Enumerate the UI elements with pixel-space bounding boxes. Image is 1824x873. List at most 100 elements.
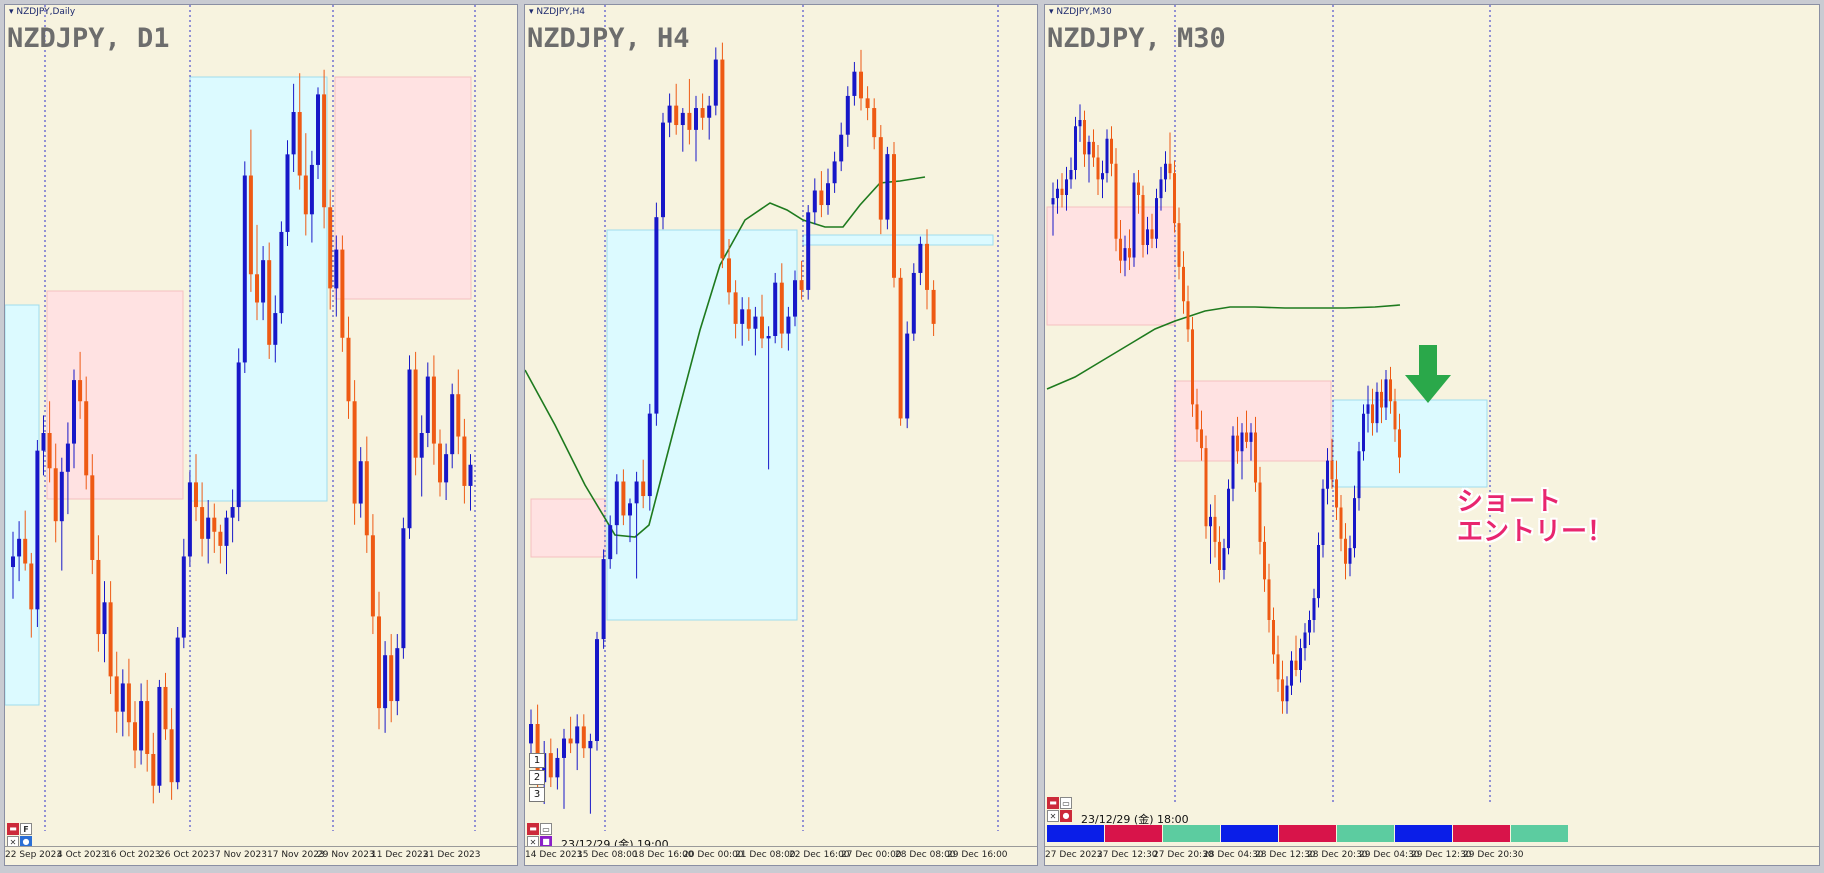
candle-body [845,95,850,135]
candle-body [346,337,351,402]
candle-body [806,212,811,290]
candle-body [1312,598,1316,620]
strip-segment [1511,825,1568,842]
f-icon[interactable]: F [20,823,32,835]
candle-body [316,94,320,165]
candle-body [47,433,52,469]
demand-zone [802,234,994,246]
candle-body [462,436,467,486]
chart-panel-d1[interactable]: ▾ NZDJPY,Daily NZDJPY, D1 ▬ F ✕ ● 22 Sep… [4,4,518,866]
datetime-label: 23/12/29 (金) 18:00 [1081,813,1189,826]
candle-body [826,183,830,206]
candle-body [601,559,606,640]
candle-body [819,190,824,206]
demand-zone [606,229,798,621]
minimize-icon[interactable]: ▬ [527,823,539,835]
candle-body [65,443,70,472]
candle-body [175,637,180,783]
candle-body [126,683,131,723]
candle-body [700,108,705,118]
candle-body [687,112,692,130]
restore-icon[interactable]: ▭ [1060,797,1072,809]
candle-body [925,243,929,290]
close-icon[interactable]: ✕ [7,836,19,848]
strip-segment [1105,825,1162,842]
candle-body [370,535,375,617]
restore-icon[interactable]: ▭ [540,823,552,835]
candle-body [1272,620,1275,655]
candle-body [1078,120,1082,127]
button-1[interactable]: 1 [529,753,545,768]
candle-body [628,503,632,516]
candle-body [568,738,573,744]
candle-body [1294,660,1298,670]
x-tick-label: 21 Dec 08:00 [735,850,796,860]
x-tick-label: 27 Dec 2023 [1045,850,1103,860]
candle-body [248,175,253,275]
candle-body [1101,173,1104,180]
candle-body [1114,163,1118,239]
candle-body [1132,182,1136,258]
candle-body [720,59,725,259]
candle-body [1096,157,1100,180]
candle-body [230,507,235,518]
callout-line-2: エントリー！ [1457,517,1614,547]
settings-icon[interactable]: ● [20,836,32,848]
button-3[interactable]: 3 [529,787,545,802]
candle-body [1389,379,1392,402]
candle-body [17,538,22,557]
candle-body [812,190,817,213]
settings-icon[interactable]: ● [1060,810,1072,822]
candle-body [1186,301,1190,330]
candle-body [1393,401,1397,430]
strip-segment [1279,825,1336,842]
minimize-icon[interactable]: ▬ [7,823,19,835]
x-tick-label: 21 Dec 2023 [423,850,481,860]
candle-body [35,450,40,610]
candle-body [793,280,797,317]
settings-icon[interactable]: ■ [540,836,552,848]
x-axis: 14 Dec 2023 15 Dec 08:00 18 Dec 16:00 20 De… [525,846,1037,865]
candle-body [1339,507,1343,539]
candle-body [419,433,424,458]
candle-body [139,701,144,751]
candle-body [53,468,58,522]
candle-body [852,71,857,96]
candle-body [1330,460,1334,480]
candle-body [1303,632,1307,649]
candle-body [1060,188,1064,195]
candle-body [108,602,113,677]
candle-body [102,602,107,635]
strip-segment [1047,825,1104,842]
minimize-icon[interactable]: ▬ [1047,797,1059,809]
candle-body [1366,404,1370,414]
candle-body [1353,498,1356,549]
chart-canvas-d1[interactable] [5,5,518,849]
candle-body [413,369,418,458]
candle-body [562,738,566,758]
candle-body [859,71,863,99]
chart-canvas-h4[interactable] [525,5,1038,849]
candle-body [555,757,560,778]
button-2[interactable]: 2 [529,770,545,785]
strip-segment [1395,825,1452,842]
candle-body [1299,648,1302,670]
x-tick-label: 20 Dec 00:00 [683,850,744,860]
close-icon[interactable]: ✕ [1047,810,1059,822]
candle-body [96,559,101,635]
down-arrow-head-icon [1405,375,1451,403]
candle-body [654,217,659,414]
candle-body [456,394,461,437]
chart-canvas-m30[interactable] [1045,5,1820,849]
chart-panel-h4[interactable]: ▾ NZDJPY,H4 NZDJPY, H4 1 2 3 ▬ ▭ ✕ ■ 23/… [524,4,1038,866]
candle-body [322,94,327,208]
strip-segment [1337,825,1394,842]
candle-body [608,525,613,560]
x-tick-label: 18 Dec 16:00 [633,850,694,860]
candle-body [885,154,890,220]
x-tick-label: 28 Dec 12:30 [1255,850,1316,860]
candle-body [401,528,406,649]
chart-panel-m30[interactable]: ▾ NZDJPY,M30 NZDJPY, M30 ショート エントリー！ ▬ ▭… [1044,4,1820,866]
candle-body [1375,391,1379,424]
close-icon[interactable]: ✕ [527,836,539,848]
